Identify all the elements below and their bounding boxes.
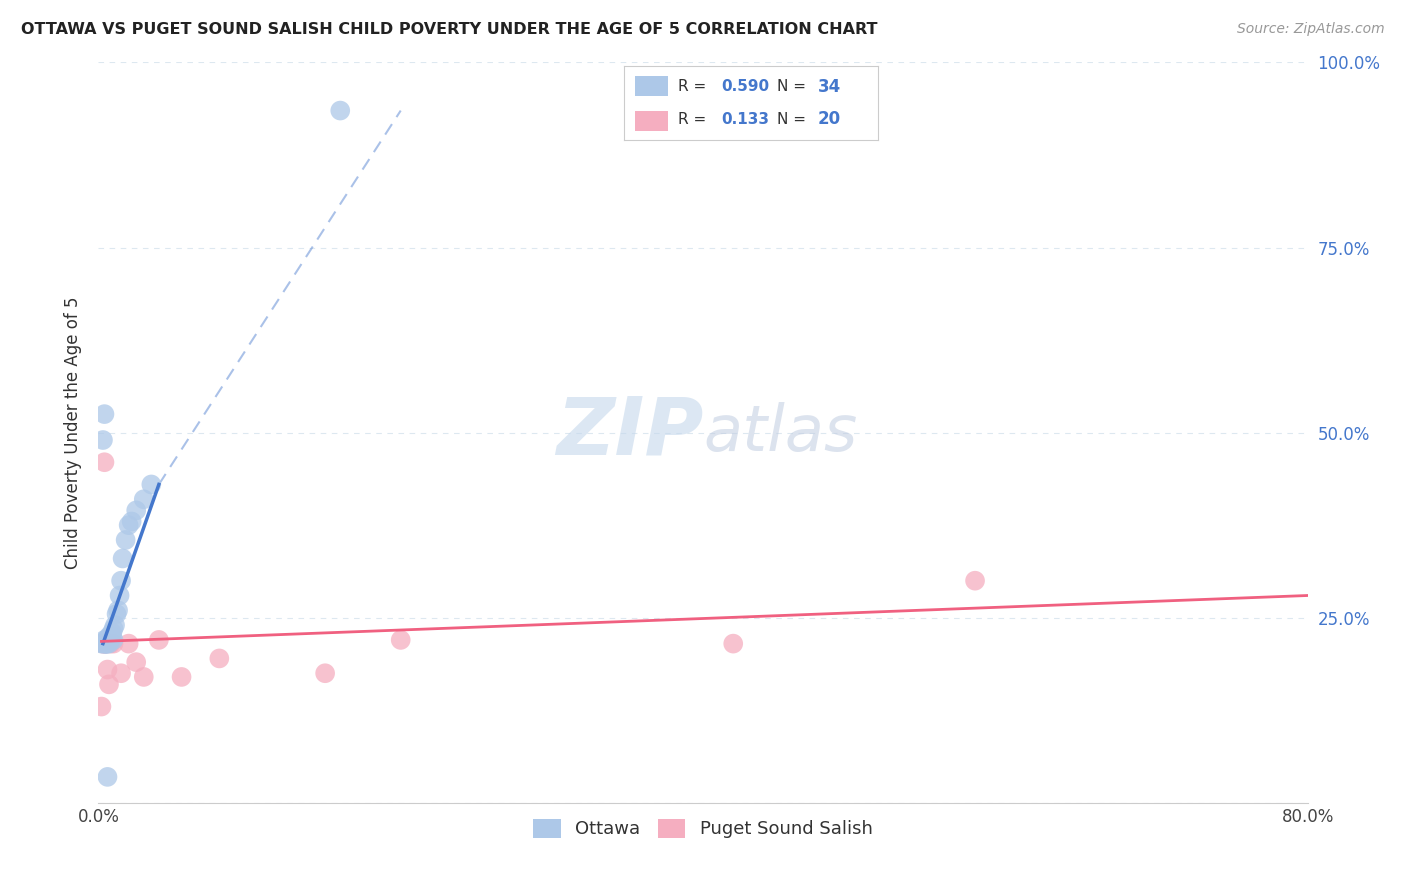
Point bbox=[125, 503, 148, 517]
Point bbox=[132, 492, 155, 507]
Point bbox=[108, 589, 131, 603]
Point bbox=[93, 407, 115, 421]
Point bbox=[107, 603, 129, 617]
Point bbox=[121, 515, 143, 529]
Point bbox=[118, 637, 141, 651]
Point bbox=[96, 632, 118, 647]
Point bbox=[101, 629, 124, 643]
Point bbox=[105, 607, 128, 621]
Text: OTTAWA VS PUGET SOUND SALISH CHILD POVERTY UNDER THE AGE OF 5 CORRELATION CHART: OTTAWA VS PUGET SOUND SALISH CHILD POVER… bbox=[21, 22, 877, 37]
Point bbox=[965, 574, 987, 588]
Point bbox=[91, 637, 114, 651]
Point bbox=[101, 625, 124, 640]
Point bbox=[93, 455, 115, 469]
Point bbox=[96, 770, 118, 784]
Point bbox=[114, 533, 136, 547]
Y-axis label: Child Poverty Under the Age of 5: Child Poverty Under the Age of 5 bbox=[65, 296, 83, 569]
Point bbox=[103, 632, 125, 647]
Point bbox=[170, 670, 193, 684]
Point bbox=[96, 637, 118, 651]
Point bbox=[96, 663, 118, 677]
Point bbox=[98, 629, 121, 643]
Point bbox=[94, 637, 117, 651]
Point bbox=[100, 632, 122, 647]
Point bbox=[103, 622, 125, 636]
Point bbox=[723, 637, 745, 651]
Point bbox=[93, 637, 115, 651]
Point bbox=[90, 637, 112, 651]
Point bbox=[141, 477, 163, 491]
Legend: Ottawa, Puget Sound Salish: Ottawa, Puget Sound Salish bbox=[526, 812, 880, 846]
Point bbox=[132, 670, 155, 684]
Point bbox=[94, 637, 117, 651]
Point bbox=[110, 666, 132, 681]
Point bbox=[91, 433, 114, 447]
Point bbox=[94, 637, 117, 651]
Point bbox=[100, 637, 122, 651]
Point bbox=[208, 651, 231, 665]
Point bbox=[111, 551, 134, 566]
Point bbox=[94, 632, 117, 647]
Point bbox=[329, 103, 352, 118]
Point bbox=[110, 574, 132, 588]
Point bbox=[93, 632, 115, 647]
Point bbox=[98, 677, 121, 691]
Point bbox=[98, 637, 121, 651]
Point bbox=[90, 699, 112, 714]
Point bbox=[125, 655, 148, 669]
Text: ZIP: ZIP bbox=[555, 393, 703, 472]
Point bbox=[93, 637, 115, 651]
Point bbox=[148, 632, 170, 647]
Point bbox=[314, 666, 336, 681]
Point bbox=[389, 632, 412, 647]
Point bbox=[94, 637, 117, 651]
Point bbox=[91, 637, 114, 651]
Point bbox=[103, 637, 125, 651]
Point bbox=[100, 629, 122, 643]
Text: Source: ZipAtlas.com: Source: ZipAtlas.com bbox=[1237, 22, 1385, 37]
Point bbox=[118, 518, 141, 533]
Text: atlas: atlas bbox=[703, 401, 858, 464]
Point bbox=[104, 618, 127, 632]
